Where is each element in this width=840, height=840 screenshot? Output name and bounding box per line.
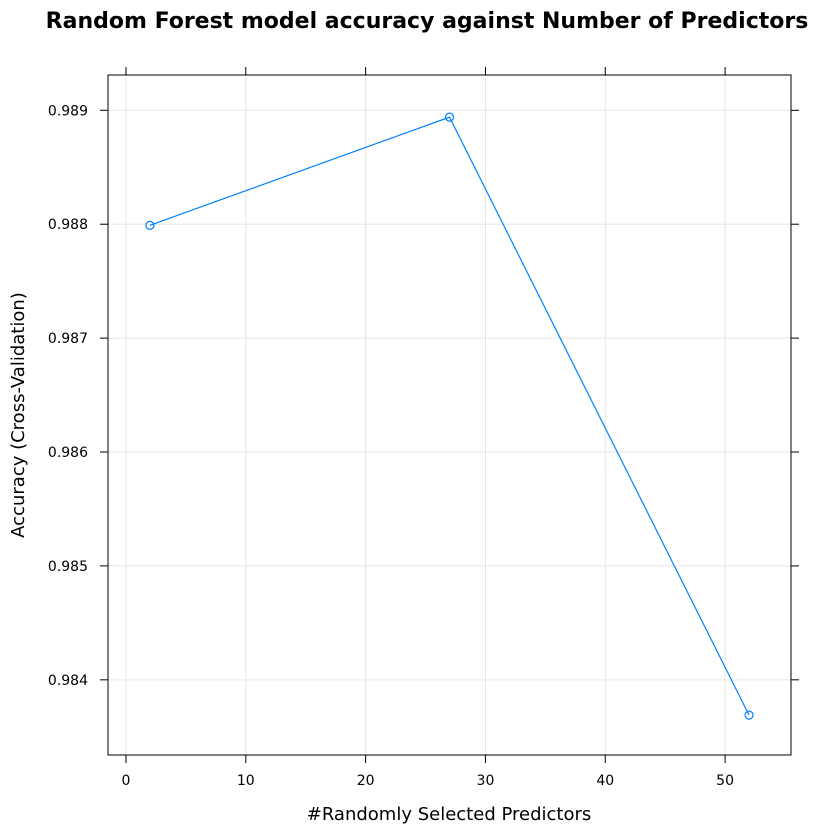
- y-tick-label: 0.985: [48, 559, 88, 575]
- y-tick-label: 0.988: [48, 217, 88, 233]
- data-point: [145, 220, 155, 230]
- series-layer: [145, 112, 754, 720]
- x-tick-label: 10: [237, 773, 255, 789]
- x-tick-label: 50: [716, 773, 734, 789]
- y-axis-label: Accuracy (Cross-Validation): [8, 292, 29, 538]
- x-tick-label: 20: [357, 773, 375, 789]
- chart-title: Random Forest model accuracy against Num…: [46, 9, 809, 34]
- y-tick-label: 0.984: [48, 673, 88, 689]
- x-tick-label: 40: [596, 773, 614, 789]
- x-tick-label: 0: [122, 773, 131, 789]
- y-tick-label: 0.989: [48, 103, 88, 119]
- data-point: [444, 112, 455, 122]
- x-axis-label: #Randomly Selected Predictors: [307, 804, 592, 825]
- data-point: [744, 710, 754, 720]
- plot-area: [107, 74, 792, 756]
- y-tick-label: 0.986: [48, 445, 88, 461]
- series-line: [149, 116, 750, 716]
- x-tick-label: 30: [477, 773, 495, 789]
- axes: 0 10 20 30 40 50 0.984 0.985 0.986 0.987 0.988 0.98…: [48, 67, 799, 789]
- y-tick-label: 0.987: [48, 331, 88, 347]
- grid: [108, 75, 791, 755]
